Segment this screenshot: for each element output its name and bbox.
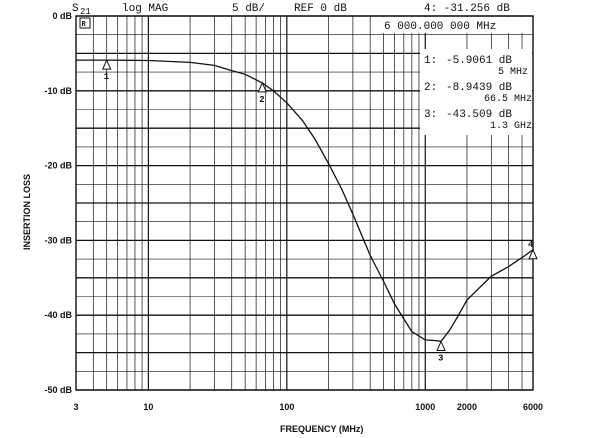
marker-4-triangle — [528, 248, 538, 260]
marker-1-triangle — [101, 58, 112, 70]
plot-frame — [75, 15, 534, 391]
marker-4-number: 4 — [528, 240, 534, 250]
marker-2-number: 2 — [259, 95, 264, 105]
marker-3-triangle — [436, 340, 446, 351]
y-tick-label: -20 dB — [44, 161, 72, 171]
marker-readout-1: 1: -5.9061 dB 5 MHz — [424, 55, 528, 78]
y-tick-label: -50 dB — [44, 385, 72, 395]
y-axis-title: INSERTION LOSS — [22, 174, 32, 250]
marker-3-label: 3: — [424, 109, 437, 121]
markers: 1 2 3 4 — [101, 58, 538, 363]
marker-readout-3: 3: -43.509 dB 1.3 GHz — [424, 109, 532, 132]
y-tick-label: -10 dB — [44, 86, 72, 96]
x-axis-title: FREQUENCY (MHz) — [280, 424, 363, 434]
active-marker-readout: 4: -31.256 dB — [424, 3, 510, 15]
marker-2-label: 2: — [424, 82, 437, 94]
param-label: S — [72, 3, 79, 15]
x-tick-label: 3 — [73, 402, 78, 412]
marker-3-value: -43.509 dB — [446, 109, 512, 121]
frequency-readout-box — [380, 17, 532, 33]
x-tick-label: 100 — [279, 402, 294, 412]
trace-line — [76, 59, 534, 343]
marker-1-label: 1: — [424, 55, 437, 67]
y-tick-label: -30 dB — [44, 235, 72, 245]
y-tick-label: 0 dB — [52, 11, 72, 21]
marker-readout-2: 2: -8.9439 dB 66.5 MHz — [424, 82, 532, 105]
marker-2-value: -8.9439 dB — [446, 82, 512, 94]
reference-marker-box — [79, 17, 91, 29]
marker-1-number: 1 — [104, 72, 110, 82]
marker-1-frequency: 5 MHz — [498, 67, 528, 78]
reference-label: REF 0 dB — [294, 3, 347, 15]
param-subscript: 21 — [80, 7, 91, 17]
marker-readout-box — [420, 49, 532, 135]
x-tick-labels: 3 10 100 1000 2000 6000 — [73, 402, 543, 412]
marker-3-number: 3 — [438, 353, 443, 363]
marker-3-frequency: 1.3 GHz — [490, 121, 532, 132]
marker-1-value: -5.9061 dB — [446, 55, 512, 67]
x-tick-label: 2000 — [457, 402, 477, 412]
format-label: log MAG — [122, 3, 168, 15]
reference-marker-label: R — [82, 21, 87, 29]
x-tick-label: 10 — [143, 402, 153, 412]
marker-2-triangle — [257, 81, 268, 93]
marker-2-frequency: 66.5 MHz — [484, 94, 532, 105]
x-tick-label: 6000 — [523, 402, 543, 412]
x-tick-label: 1000 — [415, 402, 435, 412]
y-tick-label: -40 dB — [44, 310, 72, 320]
y-tick-labels: 0 dB -10 dB -20 dB -30 dB -40 dB -50 dB — [44, 11, 72, 395]
frequency-readout: 6 000.000 000 MHz — [384, 21, 496, 33]
scale-label: 5 dB/ — [232, 3, 265, 15]
